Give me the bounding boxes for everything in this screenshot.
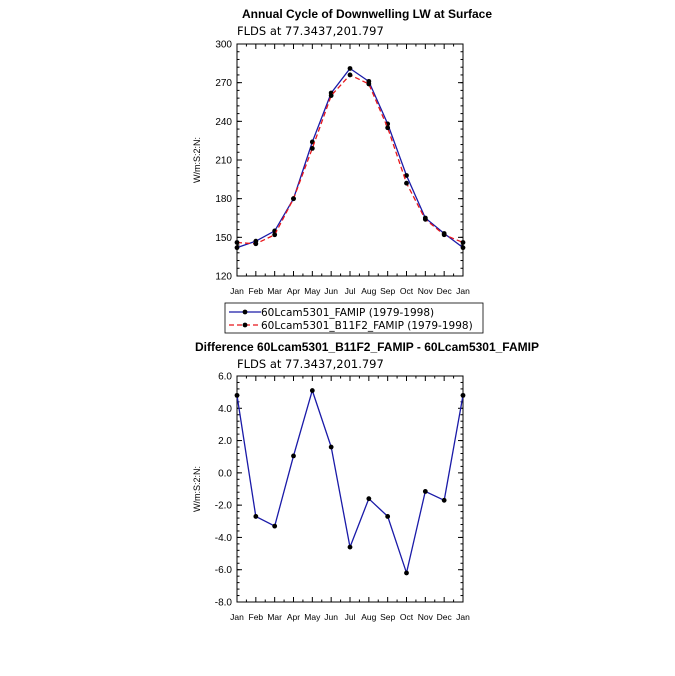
panel1-series-2-point: [366, 81, 372, 87]
panel1-ytick-label: 300: [215, 40, 232, 51]
panel2-series-1-point: [366, 496, 372, 502]
panel1-xtick-label: Jan: [230, 286, 244, 296]
panel1-legend-label-2: 60Lcam5301_B11F2_FAMIP (1979-1998): [261, 320, 473, 332]
panel2-ytick-label: 0.0: [218, 468, 232, 479]
panel1-xtick-label: Mar: [267, 286, 282, 296]
panel2-ytick-label: -4.0: [215, 533, 233, 544]
panel1-legend-marker-1: [242, 309, 248, 315]
panel1-xtick-label: Apr: [287, 286, 300, 296]
panel1-series-2-point: [272, 232, 278, 238]
panel1-series-2-point: [404, 180, 409, 186]
panel2-ytick-label: -8.0: [215, 598, 233, 609]
panel2-xtick-label: Aug: [361, 612, 376, 622]
panel1-series-2-point: [347, 72, 353, 78]
panel1-xtick-label: Jul: [345, 286, 356, 296]
panel1-xtick-label: Sep: [380, 286, 395, 296]
panel1-plot-frame: [236, 43, 464, 277]
panel1-series-line-1: [236, 67, 464, 249]
panel2-subtitle: FLDS at 77.3437,201.797: [237, 357, 384, 371]
panel1-xtick-label: Oct: [400, 286, 414, 296]
panel2-xtick-label: Feb: [249, 612, 264, 622]
panel2-ytick-label: 6.0: [218, 372, 232, 383]
panel2-title: Difference 60Lcam5301_B11F2_FAMIP - 60Lc…: [195, 340, 539, 354]
panel2-series-1-point: [309, 388, 315, 393]
panel2-ytick-label: 4.0: [218, 404, 232, 415]
panel1-series-1-point: [234, 245, 240, 251]
panel2-series-1-point: [441, 497, 447, 503]
panel1-ytick-label: 150: [215, 233, 232, 244]
panel2-xtick-label: Oct: [400, 612, 414, 622]
panel1-subtitle: FLDS at 77.3437,201.797: [237, 24, 384, 38]
panel1-ytick-label: 120: [215, 272, 232, 283]
panel1-xtick-label: Dec: [437, 286, 453, 296]
panel2-series-1-point: [422, 489, 428, 494]
panel2-xtick-label: Nov: [418, 612, 434, 622]
panel2-xtick-label: Mar: [267, 612, 282, 622]
panel2-series-1-point: [460, 392, 466, 398]
panel1-xtick-label: May: [304, 286, 321, 296]
panel1-series-2-point: [234, 240, 240, 245]
panel2-xtick-label: Dec: [437, 612, 453, 622]
panel1-series-2-point: [328, 93, 334, 98]
panel2-xtick-label: Jan: [456, 612, 470, 622]
panel2-series-1-point: [272, 523, 278, 529]
panel1-ytick-label: 240: [215, 117, 232, 128]
panel1-xtick-label: Aug: [361, 286, 376, 296]
panel2-xtick-label: Jun: [324, 612, 338, 622]
panel2-xtick-label: Jan: [230, 612, 244, 622]
panel1-series-1-point: [404, 173, 409, 178]
panel1-series-2-point: [385, 125, 391, 131]
panel2-series-1-point: [347, 544, 353, 550]
panel2-series-1-point: [328, 444, 334, 450]
panel1-ylabel: W/m:S:2:N:: [192, 137, 202, 183]
panel1-series-2-point: [460, 240, 466, 245]
panel2-series-1-point: [291, 453, 296, 459]
panel2-ylabel: W/m:S:2:N:: [192, 466, 202, 512]
panel2-plot-frame: [236, 375, 464, 603]
panel1-ytick-label: 180: [215, 194, 232, 205]
panel1-series-1-point: [460, 245, 466, 251]
panel1-series-2-point: [422, 216, 428, 222]
panel1-xtick-label: Nov: [418, 286, 434, 296]
panel1-ytick-label: 270: [215, 78, 232, 89]
panel1-legend-marker-2: [242, 322, 248, 328]
panel2-series-1-point: [385, 514, 391, 519]
panel2-xtick-label: Jul: [345, 612, 356, 622]
panel2-xtick-label: Apr: [287, 612, 300, 622]
panel2-xtick-label: Sep: [380, 612, 395, 622]
panel1-ytick-label: 210: [215, 156, 232, 167]
panel2-ytick-label: -2.0: [215, 501, 233, 512]
panel1-xtick-label: Feb: [249, 286, 264, 296]
panel1-series-2-point: [291, 196, 296, 202]
panel1-series-2-point: [309, 146, 315, 151]
panel2-xtick-label: May: [304, 612, 321, 622]
panel2-series-1-point: [253, 514, 259, 519]
panel1-series-line-2: [236, 74, 464, 245]
panel1-legend-label-1: 60Lcam5301_FAMIP (1979-1998): [261, 307, 434, 319]
panel1-series-2-point: [441, 232, 447, 238]
panel1-xtick-label: Jan: [456, 286, 470, 296]
panel2-ytick-label: 2.0: [218, 436, 232, 447]
panel1-xtick-label: Jun: [324, 286, 338, 296]
panel1-series-2-point: [253, 241, 259, 247]
panel2-series-1-point: [404, 570, 409, 576]
panel2-series-1-point: [234, 392, 240, 398]
panel1-series-1-point: [347, 66, 353, 71]
panel2-ytick-label: -6.0: [215, 565, 233, 576]
panel1-title: Annual Cycle of Downwelling LW at Surfac…: [242, 7, 492, 21]
panel1-legend-box: [224, 302, 484, 334]
